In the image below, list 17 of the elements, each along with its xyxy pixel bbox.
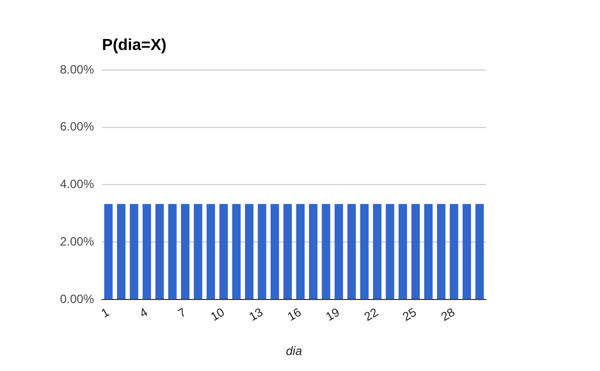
x-tick-label: 25: [400, 304, 420, 324]
x-tick-label: 22: [362, 304, 381, 324]
y-tick-label: 2.00%: [60, 234, 94, 248]
x-tick-label: 4: [137, 304, 150, 320]
x-tick-label: 1: [98, 304, 112, 320]
x-tick-label: 7: [176, 304, 189, 320]
x-axis-title: dia: [286, 344, 302, 358]
y-tick-label: 4.00%: [60, 177, 94, 192]
x-tick-label: 28: [438, 304, 458, 324]
x-tick-label: 19: [323, 304, 342, 324]
x-tick-label: 16: [285, 304, 304, 324]
x-tick-label: 10: [208, 304, 228, 324]
y-tick-label: 0.00%: [60, 292, 94, 306]
chart-title: P(dia=X): [102, 37, 166, 54]
x-tick-label: 13: [246, 304, 266, 324]
y-tick-label: 8.00%: [60, 62, 94, 76]
y-tick-label: 6.00%: [60, 120, 94, 134]
